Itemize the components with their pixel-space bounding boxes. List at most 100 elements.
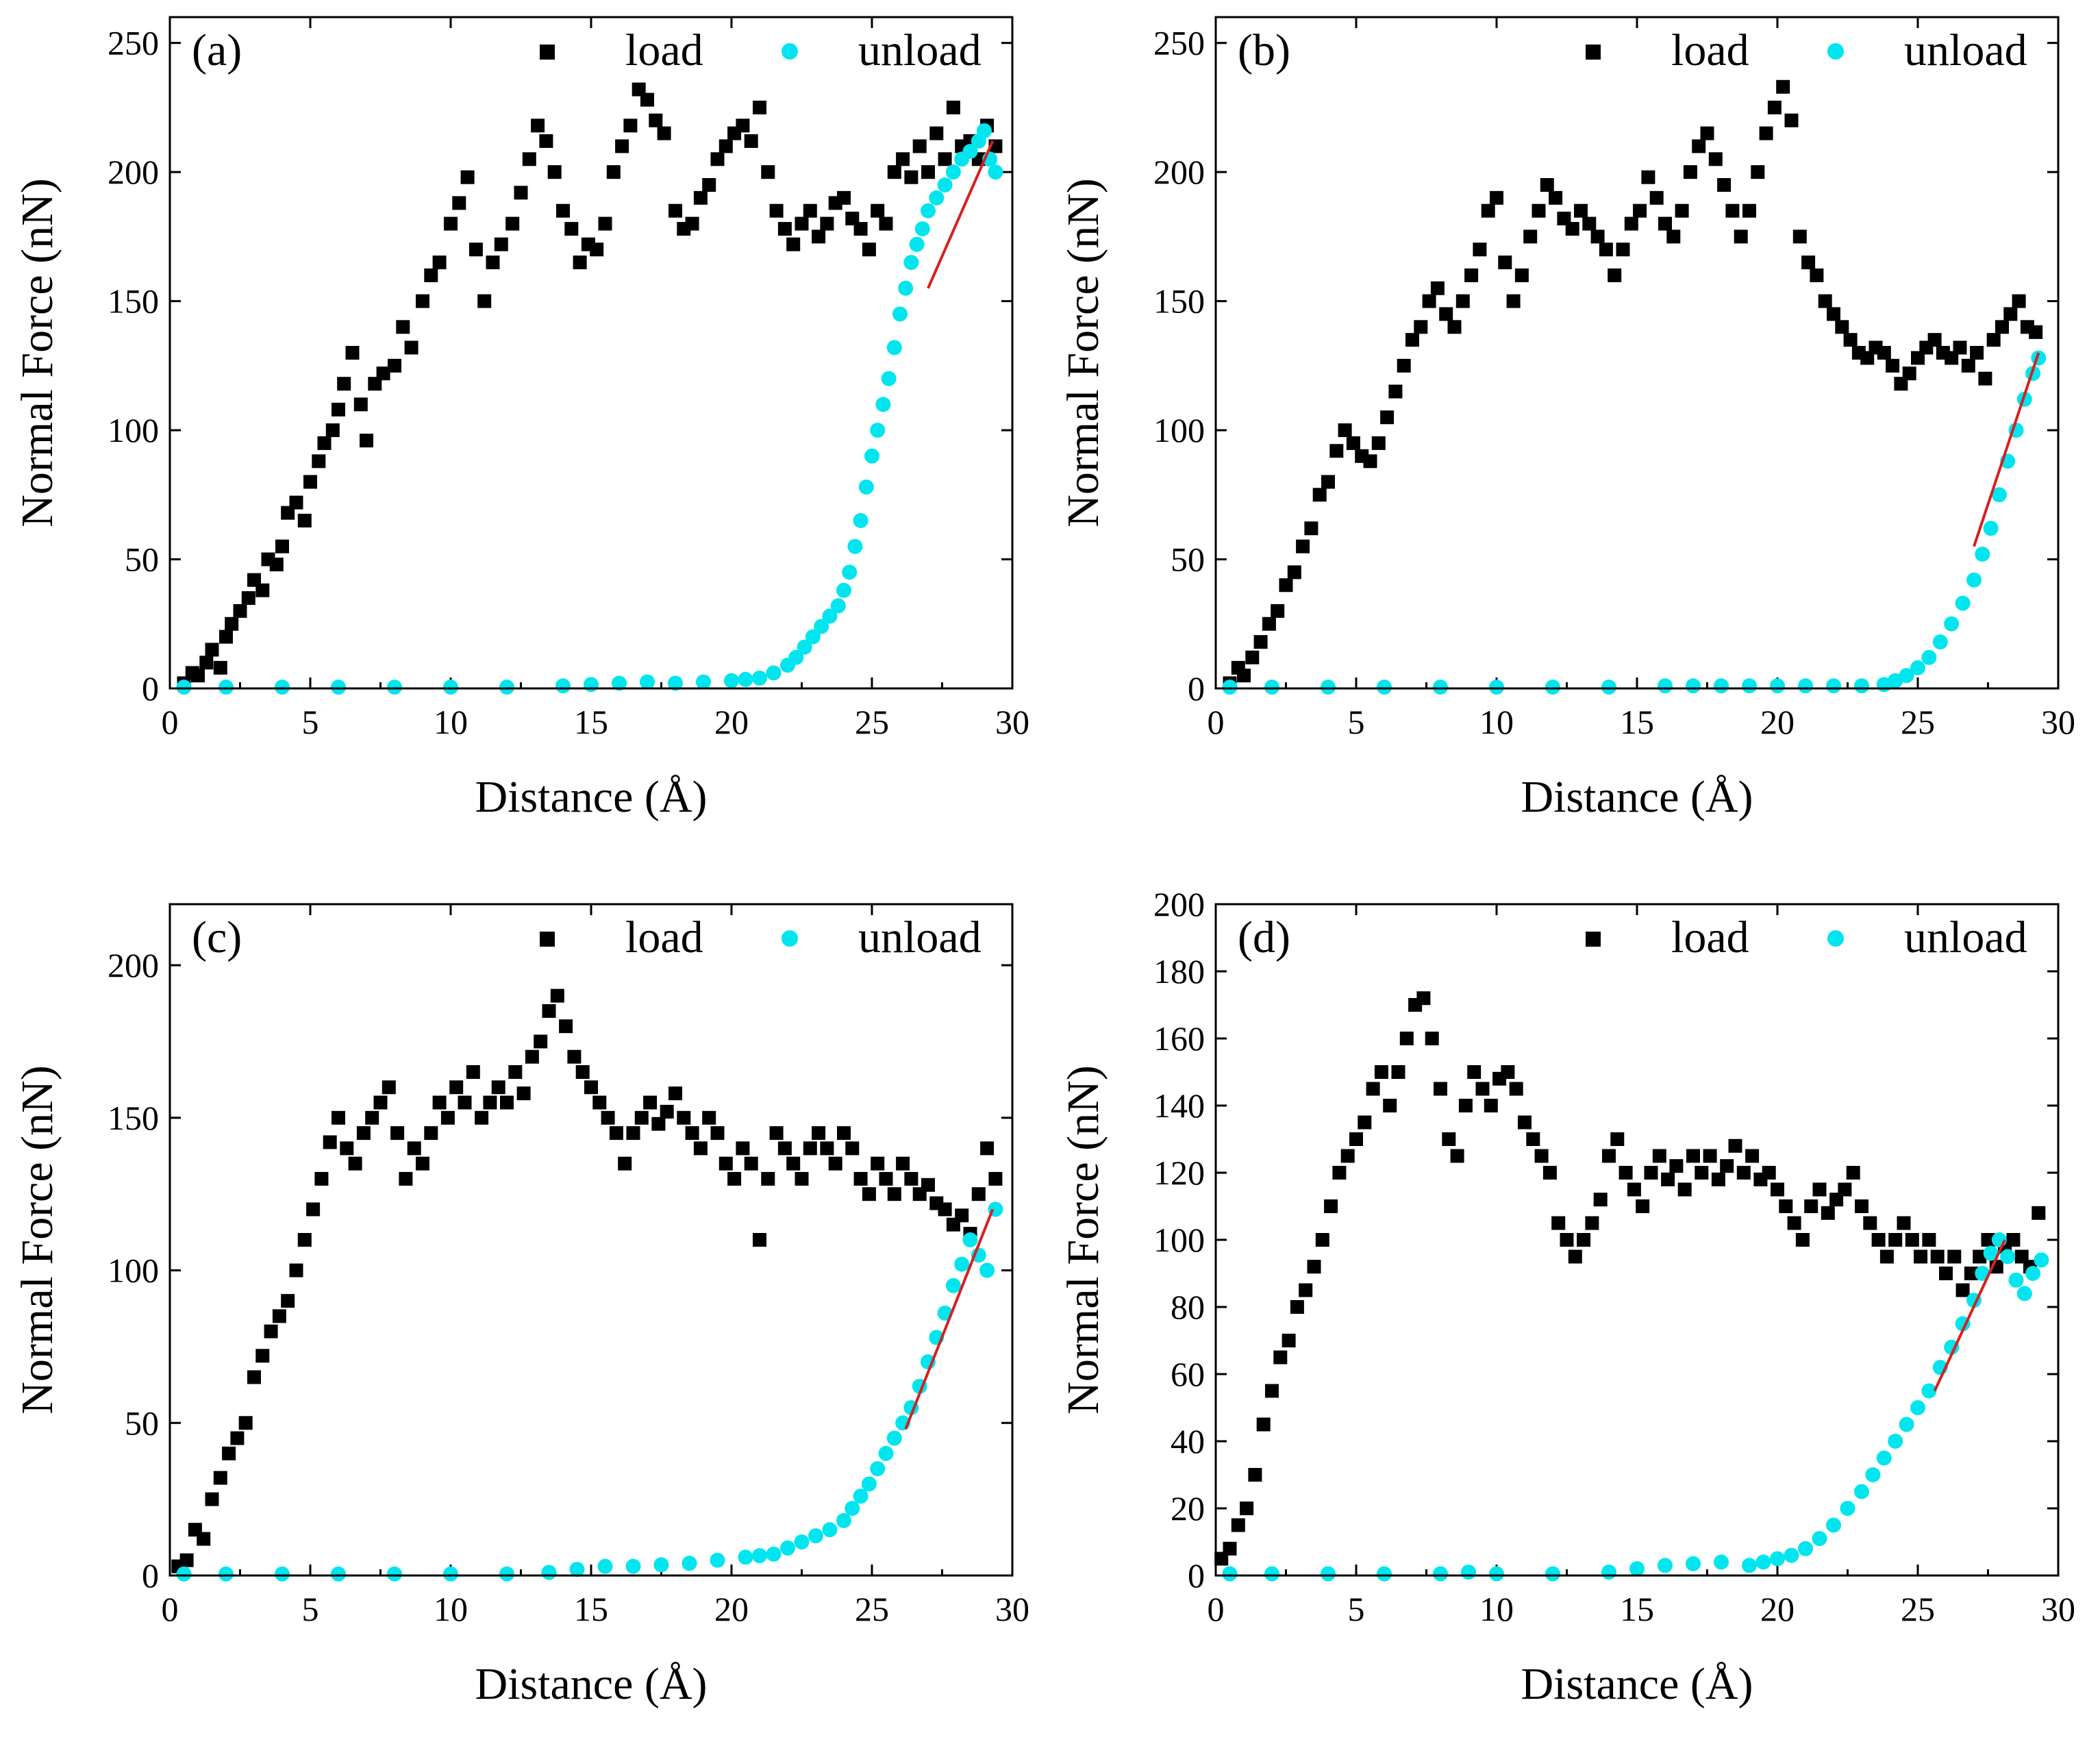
- y-tick-label: 100: [1153, 1221, 1205, 1259]
- y-tick-label: 200: [108, 946, 159, 984]
- x-tick-label: 0: [162, 703, 179, 741]
- data-point-load: [1930, 1249, 1945, 1264]
- data-point-load: [1565, 222, 1579, 236]
- panel-label: (c): [192, 912, 242, 962]
- data-point-load: [1624, 216, 1638, 231]
- data-point-load: [1582, 216, 1597, 231]
- data-point-unload: [766, 665, 782, 681]
- data-point-load: [1894, 377, 1908, 391]
- x-tick-label: 0: [162, 1590, 179, 1628]
- legend-marker-unload: [782, 43, 798, 60]
- data-point-load: [702, 1110, 716, 1125]
- data-point-unload: [2031, 350, 2047, 366]
- data-point-load: [281, 506, 295, 520]
- data-point-load: [424, 268, 438, 282]
- y-tick-label: 140: [1153, 1086, 1205, 1125]
- data-point-load: [871, 1156, 885, 1171]
- x-axis-title: Distance (Å): [1521, 772, 1753, 822]
- panel-label: (b): [1238, 25, 1290, 75]
- data-point-unload: [788, 649, 804, 665]
- data-point-load: [853, 1171, 868, 1186]
- data-point-unload: [1910, 660, 1925, 675]
- data-point-load: [862, 242, 876, 257]
- data-point-load: [1324, 1199, 1338, 1213]
- data-point-load: [356, 1126, 371, 1141]
- legend-label-load: load: [625, 912, 703, 962]
- data-point-unload: [1686, 678, 1701, 694]
- x-tick-label: 5: [302, 1590, 319, 1628]
- data-point-load: [1273, 1350, 1288, 1365]
- data-point-load: [1970, 346, 1984, 360]
- data-point-load: [1871, 1233, 1886, 1247]
- y-tick-label: 100: [108, 1251, 159, 1290]
- x-axis-title: Distance (Å): [475, 772, 707, 822]
- data-point-load: [1262, 616, 1276, 631]
- x-tick-label: 0: [1208, 703, 1225, 741]
- data-point-load: [1593, 1193, 1608, 1207]
- data-point-load: [1279, 578, 1293, 593]
- data-point-load: [1914, 1249, 1928, 1264]
- data-point-unload: [1601, 1565, 1616, 1580]
- y-tick-label: 50: [1171, 540, 1205, 579]
- data-point-load: [1641, 170, 1655, 184]
- data-point-load: [1677, 1182, 1692, 1197]
- data-point-unload: [597, 1558, 613, 1574]
- data-point-unload: [1955, 595, 1971, 611]
- data-point-unload: [275, 680, 290, 695]
- data-point-load: [896, 152, 910, 166]
- data-point-load: [297, 1233, 312, 1247]
- data-point-unload: [1321, 680, 1336, 695]
- panel-label: (d): [1238, 912, 1290, 962]
- x-tick-label: 10: [1479, 703, 1514, 741]
- data-point-unload: [977, 123, 992, 138]
- data-point-load: [904, 1171, 918, 1186]
- data-point-load: [702, 178, 716, 192]
- data-point-load: [1776, 79, 1790, 94]
- data-point-load: [1299, 1283, 1313, 1297]
- data-point-load: [368, 377, 382, 391]
- legend-label-unload: unload: [1904, 25, 2027, 75]
- data-point-unload: [921, 203, 936, 219]
- data-point-unload: [875, 397, 891, 412]
- data-point-load: [786, 1156, 801, 1171]
- data-point-load: [1703, 1149, 1717, 1163]
- data-point-load: [615, 139, 629, 153]
- data-point-load: [2032, 1206, 2046, 1220]
- data-point-load: [1363, 454, 1377, 469]
- data-point-load: [264, 1324, 278, 1338]
- data-point-load: [887, 165, 901, 179]
- data-point-unload: [853, 1488, 868, 1504]
- data-point-load: [677, 1110, 691, 1125]
- data-point-load: [281, 1294, 295, 1308]
- data-point-unload: [870, 1461, 886, 1477]
- data-point-unload: [847, 538, 863, 554]
- data-point-unload: [870, 423, 886, 438]
- x-tick-label: 30: [2041, 1590, 2075, 1628]
- data-point-load: [896, 1156, 910, 1171]
- data-point-load: [505, 216, 520, 231]
- data-point-unload: [853, 513, 868, 528]
- data-point-load: [2012, 294, 2026, 308]
- data-point-unload: [2000, 1249, 2016, 1265]
- data-point-unload: [710, 1552, 725, 1568]
- data-point-load: [508, 1065, 523, 1079]
- data-point-load: [623, 119, 638, 133]
- data-point-load: [1447, 320, 1462, 334]
- data-point-load: [1287, 565, 1301, 580]
- data-point-load: [1282, 1334, 1296, 1347]
- data-point-load: [938, 152, 952, 166]
- data-point-load: [1686, 1149, 1700, 1163]
- data-point-load: [416, 1156, 429, 1171]
- data-point-load: [1599, 242, 1613, 257]
- x-tick-label: 20: [714, 1590, 749, 1628]
- data-point-load: [233, 603, 247, 618]
- data-point-unload: [830, 598, 846, 614]
- data-point-load: [862, 1187, 876, 1201]
- x-tick-label: 0: [1208, 1590, 1225, 1628]
- data-point-load: [685, 1126, 699, 1141]
- data-point-load: [1700, 126, 1714, 140]
- data-point-load: [1304, 521, 1318, 536]
- data-point-load: [1296, 539, 1310, 553]
- data-point-load: [205, 643, 219, 657]
- data-point-unload: [696, 674, 711, 690]
